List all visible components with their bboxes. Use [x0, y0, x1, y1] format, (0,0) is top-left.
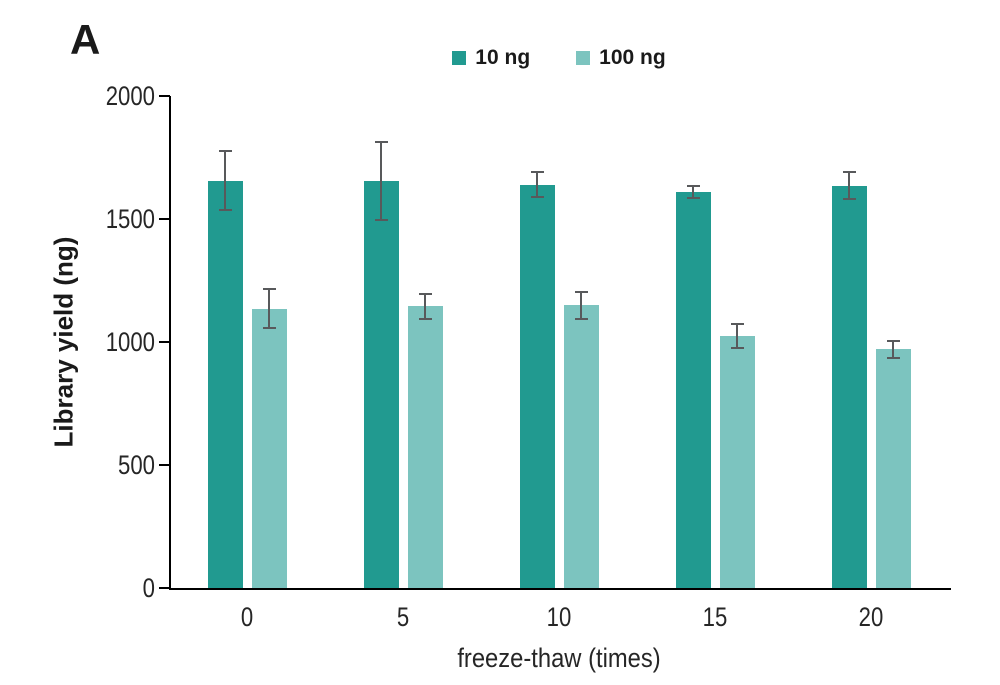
error-bar — [268, 289, 270, 329]
bar-10ng-x10 — [519, 184, 555, 588]
legend-item-100ng: 100 ng — [576, 46, 666, 70]
legend-swatch-100ng-icon — [576, 51, 591, 65]
error-bar-cap-top — [574, 290, 588, 293]
bar-100ng-x0 — [251, 308, 287, 588]
error-bar — [736, 323, 738, 349]
error-bar-cap-top — [418, 293, 432, 296]
legend-item-10ng: 10 ng — [452, 46, 530, 70]
error-bar-cap-top — [842, 171, 856, 174]
error-bar-cap-top — [686, 184, 700, 187]
y-tick-mark — [159, 341, 170, 343]
x-tick-label: 10 — [546, 602, 572, 632]
y-tick-label: 0 — [142, 572, 155, 603]
error-bar-cap-top — [218, 150, 232, 153]
y-tick-label: 1000 — [105, 326, 155, 357]
bar-100ng-x10 — [563, 305, 599, 588]
x-tick-label: 20 — [858, 602, 884, 632]
bar-10ng-x20 — [831, 185, 867, 588]
error-bar — [536, 172, 538, 197]
error-bar-cap-bottom — [262, 327, 276, 330]
y-tick-label: 1500 — [105, 203, 155, 234]
error-bar — [580, 291, 582, 319]
bar-10ng-x15 — [675, 191, 711, 588]
x-tick-label: 15 — [702, 602, 728, 632]
y-tick-label: 500 — [118, 449, 155, 480]
error-bar-cap-top — [530, 171, 544, 174]
y-tick-label: 2000 — [105, 80, 155, 111]
legend-label-10ng: 10 ng — [475, 46, 531, 69]
panel-label: A — [70, 16, 100, 63]
legend-swatch-10ng-icon — [452, 51, 467, 65]
error-bar-cap-bottom — [530, 195, 544, 198]
legend: 10 ng 100 ng — [169, 46, 949, 70]
y-tick-mark — [159, 464, 170, 466]
error-bar-cap-top — [374, 140, 388, 143]
bar-100ng-x5 — [407, 306, 443, 588]
error-bar-cap-bottom — [886, 356, 900, 359]
error-bar-cap-top — [262, 288, 276, 291]
error-bar-cap-top — [730, 322, 744, 325]
y-tick-mark — [159, 95, 170, 97]
error-bar — [424, 294, 426, 319]
error-bar — [692, 185, 694, 199]
bar-10ng-x5 — [363, 180, 399, 588]
error-bar-cap-bottom — [686, 197, 700, 200]
x-tick-label: 5 — [396, 602, 410, 632]
error-bar-cap-bottom — [218, 209, 232, 212]
x-axis-title: freeze-thaw (times) — [457, 643, 661, 673]
error-bar-cap-bottom — [418, 317, 432, 320]
bar-100ng-x15 — [719, 335, 755, 588]
bar-10ng-x0 — [207, 180, 243, 588]
error-bar-cap-bottom — [730, 347, 744, 350]
error-bar-cap-bottom — [374, 219, 388, 222]
error-bar-cap-bottom — [574, 317, 588, 320]
error-bar — [380, 141, 382, 221]
error-bar-cap-top — [886, 339, 900, 342]
error-bar — [892, 340, 894, 358]
x-tick-label: 0 — [240, 602, 254, 632]
error-bar — [224, 151, 226, 211]
y-tick-mark — [159, 587, 170, 589]
error-bar-cap-bottom — [842, 198, 856, 201]
y-tick-mark — [159, 218, 170, 220]
bar-100ng-x20 — [875, 349, 911, 588]
error-bar — [848, 172, 850, 200]
legend-label-100ng: 100 ng — [599, 46, 666, 69]
x-axis-line — [169, 588, 951, 590]
